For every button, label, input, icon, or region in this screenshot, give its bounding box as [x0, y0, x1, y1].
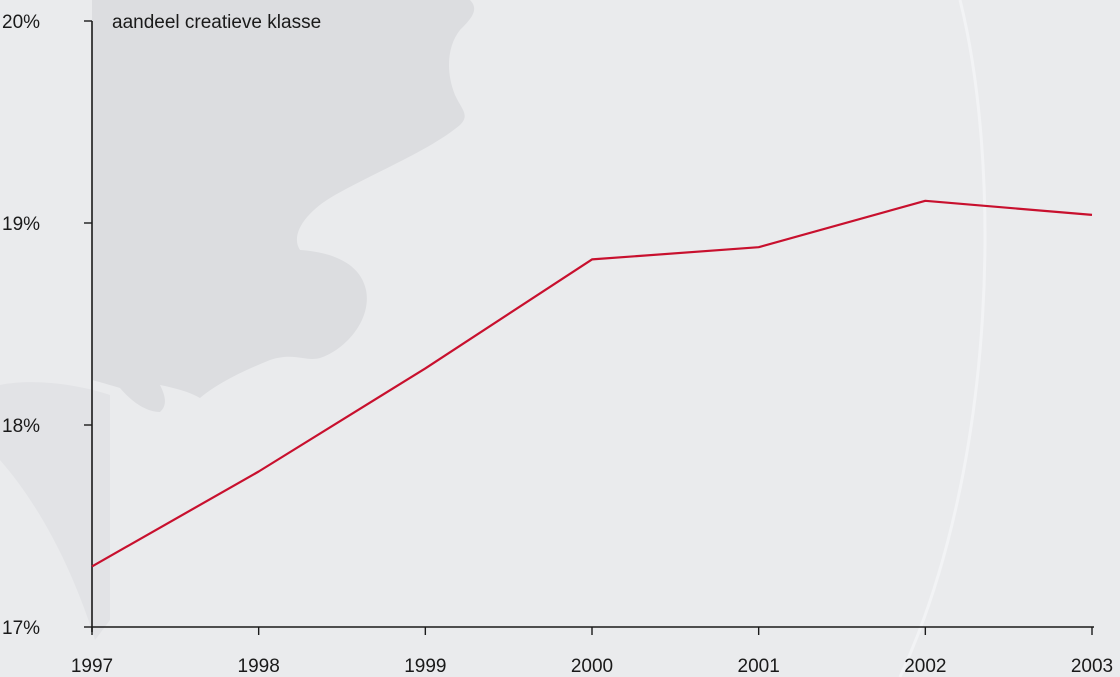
x-tick-label: 1998: [238, 656, 280, 677]
y-tick-label: 19%: [2, 214, 40, 235]
x-tick-label: 2000: [571, 656, 613, 677]
x-tick-label: 2001: [738, 656, 780, 677]
x-tick-label: 2002: [904, 656, 946, 677]
series-line: [91, 199, 1093, 568]
background-coast-shape: [0, 382, 110, 640]
labels-layer: 17% 18% 19% 20% 1997 1998 1999 2000 2001 2002 2003…: [2, 12, 1113, 677]
x-tick-label: 1997: [71, 656, 113, 677]
background-decoration: [0, 0, 987, 677]
y-tick-label: 17%: [2, 618, 40, 639]
series-label: aandeel creatieve klasse: [112, 12, 321, 33]
series-layer: [91, 199, 1093, 568]
x-tick-label: 2003: [1071, 656, 1113, 677]
background-map-shape: [92, 0, 475, 412]
background-arc-line: [898, 0, 987, 677]
axes: [84, 20, 1094, 635]
x-tick-label: 1999: [404, 656, 446, 677]
y-tick-label: 20%: [2, 12, 40, 33]
y-tick-label: 18%: [2, 416, 40, 437]
